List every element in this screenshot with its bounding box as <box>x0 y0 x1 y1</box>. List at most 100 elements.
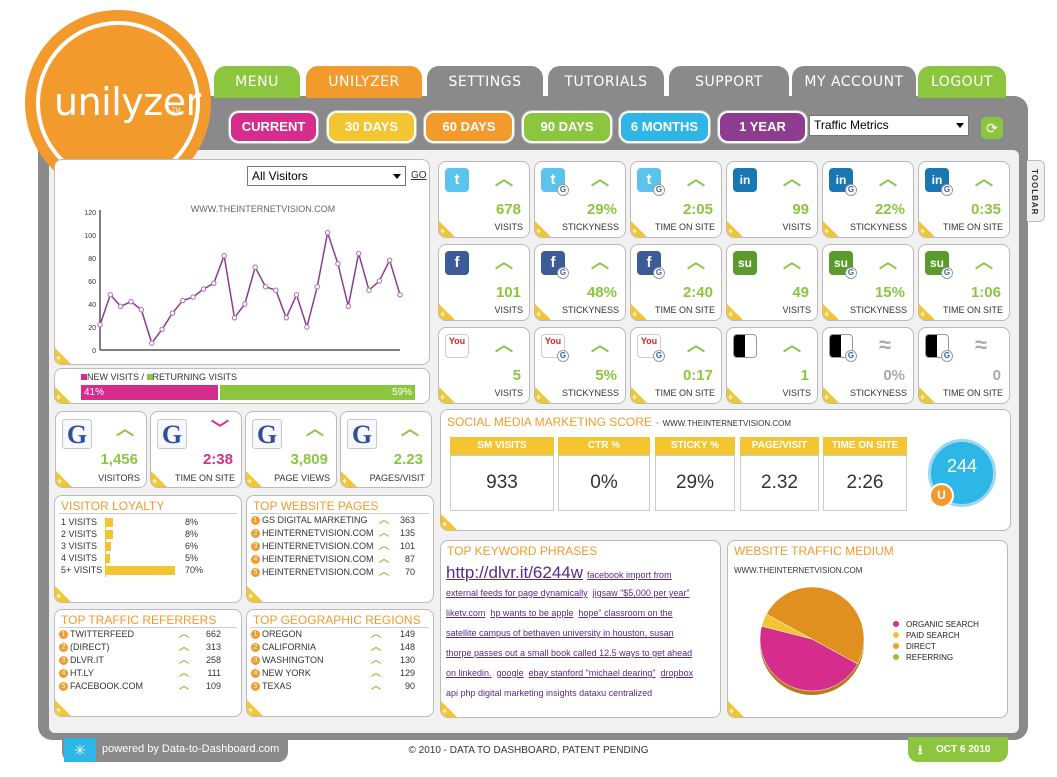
list-item[interactable]: 3 HEINTERNETVISION.COM ︿ 101 <box>251 541 427 553</box>
linkedin-time-on-site-tile[interactable]: in G ︿ 0:35 TIME ON SITE + <box>918 161 1010 238</box>
expand-corner[interactable] <box>823 221 839 237</box>
nav-tab-tutorials[interactable]: TUTORIALS <box>548 66 664 98</box>
linkedin-stickyness-tile[interactable]: in G ︿ 22% STICKYNESS + <box>822 161 914 238</box>
keyword-phrase[interactable]: dropbox <box>660 668 694 678</box>
list-item[interactable]: 1 OREGON ︿ 149 <box>251 629 427 641</box>
powered-by-badge[interactable]: ✳ powered by Data-to-Dashboard.com <box>62 738 288 762</box>
keyword-phrase[interactable]: on linkedin. <box>446 668 492 678</box>
keyword-phrase[interactable]: external feeds for page dynamically <box>446 588 588 598</box>
download-date-button[interactable]: ⭳ OCT 6 2010 <box>908 737 1008 762</box>
list-item[interactable]: 1 GS DIGITAL MARKETING ︿ 363 <box>251 515 427 527</box>
plus-icon[interactable]: + <box>440 309 446 319</box>
expand-corner[interactable] <box>246 471 262 487</box>
plus-icon[interactable]: + <box>440 226 446 236</box>
plus-icon[interactable]: + <box>632 392 638 402</box>
expand-corner[interactable] <box>919 387 935 403</box>
expand-corner[interactable] <box>823 387 839 403</box>
plus-icon[interactable]: + <box>440 392 446 402</box>
plus-icon[interactable]: + <box>248 591 254 601</box>
plus-icon[interactable]: + <box>152 476 158 486</box>
plus-icon[interactable]: + <box>56 392 62 402</box>
stumbleupon-time-on-site-tile[interactable]: su G ︿ 1:06 TIME ON SITE + <box>918 244 1010 321</box>
list-item[interactable]: 1 TWITTERFEED ︿ 662 <box>59 629 235 641</box>
plus-icon[interactable]: + <box>536 226 542 236</box>
list-item[interactable]: 5 FACEBOOK.COM ︿ 109 <box>59 681 235 693</box>
keyword-phrase[interactable]: facebook import from <box>587 570 672 580</box>
nav-tab-support[interactable]: SUPPORT <box>669 66 789 98</box>
plus-icon[interactable]: + <box>920 309 926 319</box>
period-current[interactable]: CURRENT <box>231 113 316 141</box>
twitter-stickyness-tile[interactable]: t G ︿ 29% STICKYNESS + <box>534 161 626 238</box>
plus-icon[interactable]: + <box>248 705 254 715</box>
expand-corner[interactable] <box>247 586 263 602</box>
period-60-days[interactable]: 60 DAYS <box>426 113 512 141</box>
plus-icon[interactable]: + <box>56 591 62 601</box>
plus-icon[interactable]: + <box>57 476 63 486</box>
plus-icon[interactable]: + <box>342 476 348 486</box>
expand-corner[interactable] <box>919 304 935 320</box>
plus-icon[interactable]: + <box>632 309 638 319</box>
expand-corner[interactable] <box>727 221 743 237</box>
expand-corner[interactable] <box>341 471 357 487</box>
list-item[interactable]: 2 CALIFORNIA ︿ 148 <box>251 642 427 654</box>
plus-icon[interactable]: + <box>442 519 448 529</box>
keyword-phrase[interactable]: api php digital marketing insights datax… <box>446 688 653 698</box>
expand-corner[interactable] <box>55 348 71 364</box>
nav-tab-settings[interactable]: SETTINGS <box>427 66 543 98</box>
linkedin-visits-tile[interactable]: in ︿ 99 VISITS + <box>726 161 818 238</box>
period-90-days[interactable]: 90 DAYS <box>524 113 610 141</box>
google-visitors-tile[interactable]: G ︿ 1,456 VISITORS + <box>55 411 147 488</box>
period-1-year[interactable]: 1 YEAR <box>720 113 805 141</box>
keyword-phrase[interactable]: google <box>496 668 524 678</box>
expand-corner[interactable] <box>439 304 455 320</box>
list-item[interactable]: 3 DLVR.IT ︿ 258 <box>59 655 235 667</box>
stumbleupon-stickyness-tile[interactable]: su G ︿ 15% STICKYNESS + <box>822 244 914 321</box>
nav-tab-unilyzer[interactable]: UNILYZER <box>306 66 422 98</box>
expand-corner[interactable] <box>55 387 71 403</box>
list-item[interactable]: 5 TEXAS ︿ 90 <box>251 681 427 693</box>
expand-corner[interactable] <box>439 387 455 403</box>
list-item[interactable]: 4 NEW YORK ︿ 129 <box>251 668 427 680</box>
plus-icon[interactable]: + <box>536 309 542 319</box>
keyword-phrase[interactable]: liketv.com <box>446 608 486 618</box>
period-6-months[interactable]: 6 MONTHS <box>621 113 708 141</box>
plus-icon[interactable]: + <box>56 705 62 715</box>
expand-corner[interactable] <box>823 304 839 320</box>
expand-corner[interactable] <box>439 221 455 237</box>
youtube-time-on-site-tile[interactable]: You G ︿ 0:17 TIME ON SITE + <box>630 327 722 404</box>
plus-icon[interactable]: + <box>247 476 253 486</box>
plus-icon[interactable]: + <box>920 392 926 402</box>
pie-slice-direct[interactable] <box>766 586 865 665</box>
keyword-phrase[interactable]: hope" classroom on the <box>578 608 673 618</box>
google-time-on-site-tile[interactable]: G ﹀ 2:38 TIME ON SITE + <box>150 411 242 488</box>
plus-icon[interactable]: + <box>728 226 734 236</box>
expand-corner[interactable] <box>441 701 457 717</box>
keyword-phrase[interactable]: satellite campus of bethaven university … <box>446 628 674 638</box>
refresh-icon[interactable]: ⟳ <box>981 117 1003 139</box>
go-link[interactable]: GO <box>411 170 427 181</box>
keyword-phrase[interactable]: thorpe passes out a small book called 12… <box>446 648 693 658</box>
plus-icon[interactable]: + <box>56 353 62 363</box>
facebook-time-on-site-tile[interactable]: f G ︿ 2:40 TIME ON SITE + <box>630 244 722 321</box>
plus-icon[interactable]: + <box>920 226 926 236</box>
plus-icon[interactable]: + <box>824 226 830 236</box>
plus-icon[interactable]: + <box>729 706 735 716</box>
keyword-top-link[interactable]: http://dlvr.it/6244w <box>446 563 584 582</box>
nav-tab-logout[interactable]: LOGOUT <box>918 66 1006 98</box>
expand-corner[interactable] <box>55 700 71 716</box>
plus-icon[interactable]: + <box>442 706 448 716</box>
plus-icon[interactable]: + <box>728 309 734 319</box>
keyword-phrase[interactable]: jigsaw "$5,000 per year" <box>592 588 690 598</box>
delicious-time-on-site-tile[interactable]: G ≈0 TIME ON SITE + <box>918 327 1010 404</box>
list-item[interactable]: 4 HEINTERNETVISION.COM ︿ 87 <box>251 554 427 566</box>
stumbleupon-visits-tile[interactable]: su ︿ 49 VISITS + <box>726 244 818 321</box>
expand-corner[interactable] <box>727 387 743 403</box>
plus-icon[interactable]: + <box>632 226 638 236</box>
delicious-stickyness-tile[interactable]: G ≈0% STICKYNESS + <box>822 327 914 404</box>
expand-corner[interactable] <box>919 221 935 237</box>
expand-corner[interactable] <box>728 701 744 717</box>
period-30-days[interactable]: 30 DAYS <box>329 113 414 141</box>
expand-corner[interactable] <box>56 471 72 487</box>
facebook-stickyness-tile[interactable]: f G ︿ 48% STICKYNESS + <box>534 244 626 321</box>
pie-slice-organic-search[interactable] <box>759 625 858 692</box>
